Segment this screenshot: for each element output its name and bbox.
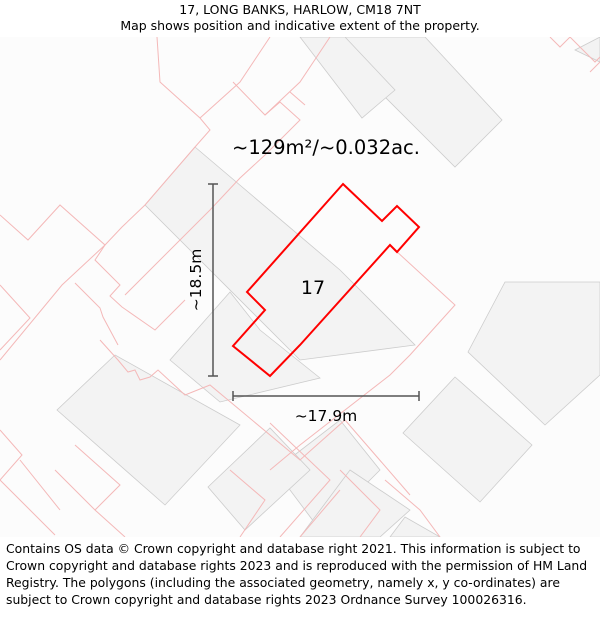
map-header: 17, LONG BANKS, HARLOW, CM18 7NT Map sho… [0,0,600,37]
subject-property-boundary[interactable] [231,182,421,378]
property-address: 17, LONG BANKS, HARLOW, CM18 7NT [179,2,421,17]
property-map[interactable]: ~129m²/~0.032ac. 17 ~18.5m ~17.9m [0,37,600,537]
width-measure-line [232,391,420,401]
plot-number-label: 17 [301,277,325,299]
area-label: ~129m²/~0.032ac. [232,136,420,159]
building-footprints [56,37,600,537]
copyright-attribution: Contains OS data © Crown copyright and d… [6,541,588,607]
height-measure-line [208,183,218,377]
width-measure-label: ~17.9m [295,407,358,425]
height-measure-label: ~18.5m [187,249,205,312]
map-subtitle: Map shows position and indicative extent… [120,18,480,33]
parcel-boundaries [0,37,600,537]
